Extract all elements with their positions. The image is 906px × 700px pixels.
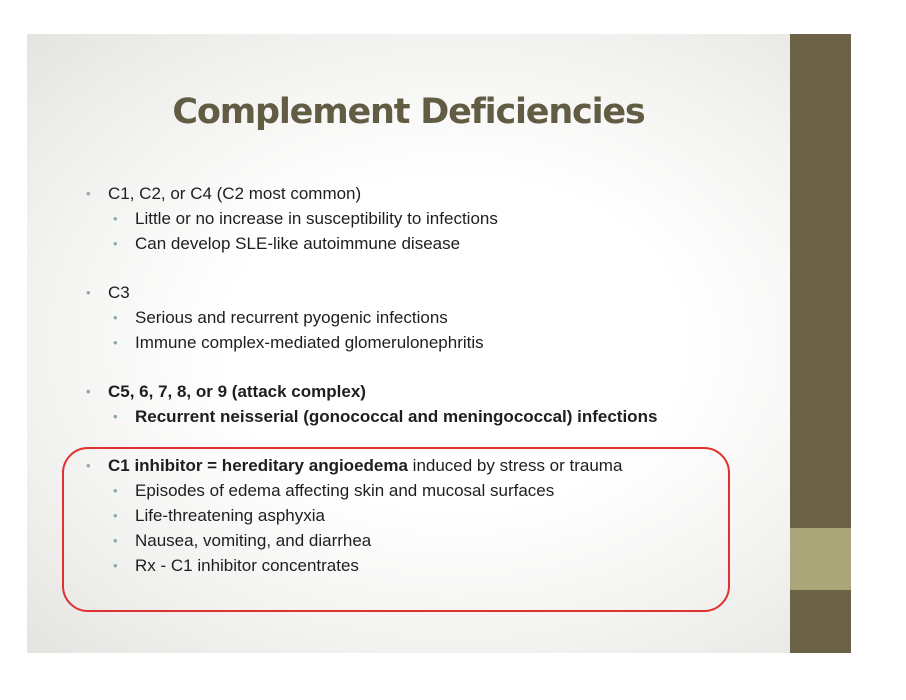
- bullet-text: induced by stress or trauma: [407, 456, 623, 475]
- bullet-text-bold: C1 inhibitor = hereditary angioedema: [108, 456, 408, 475]
- bullet-attack-complex: • C5, 6, 7, 8, or 9 (attack complex): [86, 381, 366, 403]
- bullet-c3: • C3: [86, 282, 130, 304]
- bullet-icon: •: [113, 483, 118, 498]
- bullet-text: C3: [108, 283, 130, 302]
- bullet-c1-c2-c4: • C1, C2, or C4 (C2 most common): [86, 183, 361, 205]
- sub-bullet: • Serious and recurrent pyogenic infectio…: [113, 307, 448, 329]
- slide: Complement Deficiencies • C1, C2, or C4 (…: [27, 34, 851, 653]
- bullet-icon: •: [113, 310, 118, 325]
- side-bar: [790, 34, 851, 653]
- bullet-icon: •: [86, 384, 91, 399]
- sub-bullet-text: Recurrent neisserial (gonococcal and men…: [135, 407, 658, 426]
- slide-title: Complement Deficiencies: [172, 92, 645, 132]
- bullet-icon: •: [113, 409, 118, 424]
- side-bar-accent: [790, 528, 851, 590]
- sub-bullet-text: Immune complex-mediated glomerulonephrit…: [135, 333, 484, 352]
- sub-bullet: • Rx - C1 inhibitor concentrates: [113, 555, 359, 577]
- bullet-icon: •: [113, 558, 118, 573]
- sub-bullet: • Little or no increase in susceptibility…: [113, 208, 498, 230]
- sub-bullet-text: Life-threatening asphyxia: [135, 506, 325, 525]
- highlight-box: [62, 447, 730, 612]
- bullet-icon: •: [113, 508, 118, 523]
- sub-bullet-text: Serious and recurrent pyogenic infection…: [135, 308, 448, 327]
- sub-bullet-text: Rx - C1 inhibitor concentrates: [135, 556, 359, 575]
- sub-bullet: • Episodes of edema affecting skin and mu…: [113, 480, 554, 502]
- sub-bullet-text: Little or no increase in susceptibility …: [135, 209, 498, 228]
- sub-bullet-text: Episodes of edema affecting skin and muc…: [135, 481, 555, 500]
- sub-bullet: • Recurrent neisserial (gonococcal and me…: [113, 406, 657, 428]
- sub-bullet-text: Can develop SLE-like autoimmune disease: [135, 234, 461, 253]
- bullet-icon: •: [113, 533, 118, 548]
- bullet-icon: •: [86, 458, 91, 473]
- sub-bullet-text: Nausea, vomiting, and diarrhea: [135, 531, 372, 550]
- bullet-icon: •: [86, 285, 91, 300]
- sub-bullet: • Nausea, vomiting, and diarrhea: [113, 530, 371, 552]
- sub-bullet: • Immune complex-mediated glomerulonephri…: [113, 332, 484, 354]
- bullet-c1-inhibitor: • C1 inhibitor = hereditary angioedema in…: [86, 455, 622, 477]
- bullet-icon: •: [113, 335, 118, 350]
- bullet-text: C1, C2, or C4 (C2 most common): [108, 184, 362, 203]
- sub-bullet: • Can develop SLE-like autoimmune disease: [113, 233, 460, 255]
- bullet-icon: •: [113, 236, 118, 251]
- bullet-text: C5, 6, 7, 8, or 9 (attack complex): [108, 382, 366, 401]
- bullet-icon: •: [113, 211, 118, 226]
- bullet-icon: •: [86, 186, 91, 201]
- sub-bullet: • Life-threatening asphyxia: [113, 505, 325, 527]
